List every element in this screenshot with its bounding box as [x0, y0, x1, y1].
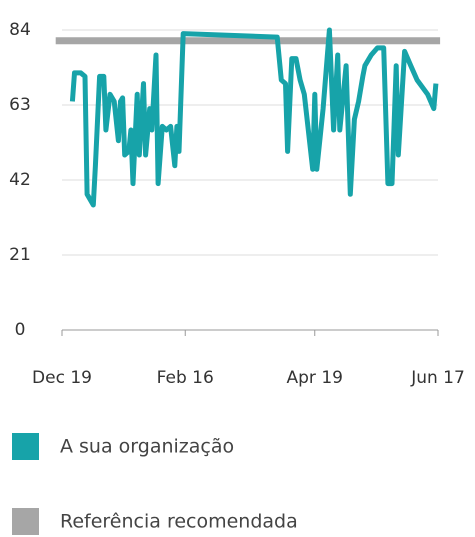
x-tick-label: Jun 17 — [410, 368, 465, 388]
legend-swatch — [12, 508, 39, 535]
legend: A sua organização Referência recomendada — [12, 433, 298, 535]
y-tick-label: 0 — [15, 320, 26, 340]
grid: 0 21 42 63 84 Dec 19 Feb 16 Apr 19 Jun 17 — [9, 20, 465, 388]
legend-label: Referência recomendada — [60, 511, 298, 533]
y-tick-label: 63 — [9, 95, 31, 115]
x-tick-label: Feb 16 — [157, 368, 214, 388]
legend-label: A sua organização — [60, 436, 234, 458]
y-tick-label: 21 — [9, 245, 31, 265]
x-tick-label: Dec 19 — [32, 368, 92, 388]
series-line — [69, 27, 439, 208]
legend-swatch — [12, 433, 39, 460]
x-tick-label: Apr 19 — [287, 368, 343, 388]
plot — [55, 27, 441, 208]
y-tick-label: 84 — [9, 20, 31, 40]
y-tick-label: 42 — [9, 170, 31, 190]
